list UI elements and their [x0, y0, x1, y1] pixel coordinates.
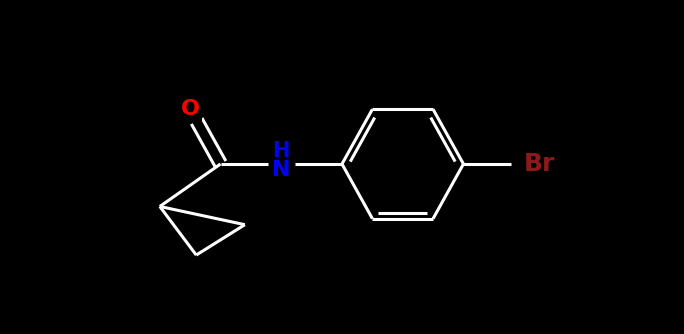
Text: N: N — [272, 160, 291, 180]
Text: H: H — [273, 141, 290, 161]
Text: Br: Br — [524, 152, 555, 176]
Text: O: O — [181, 99, 200, 119]
